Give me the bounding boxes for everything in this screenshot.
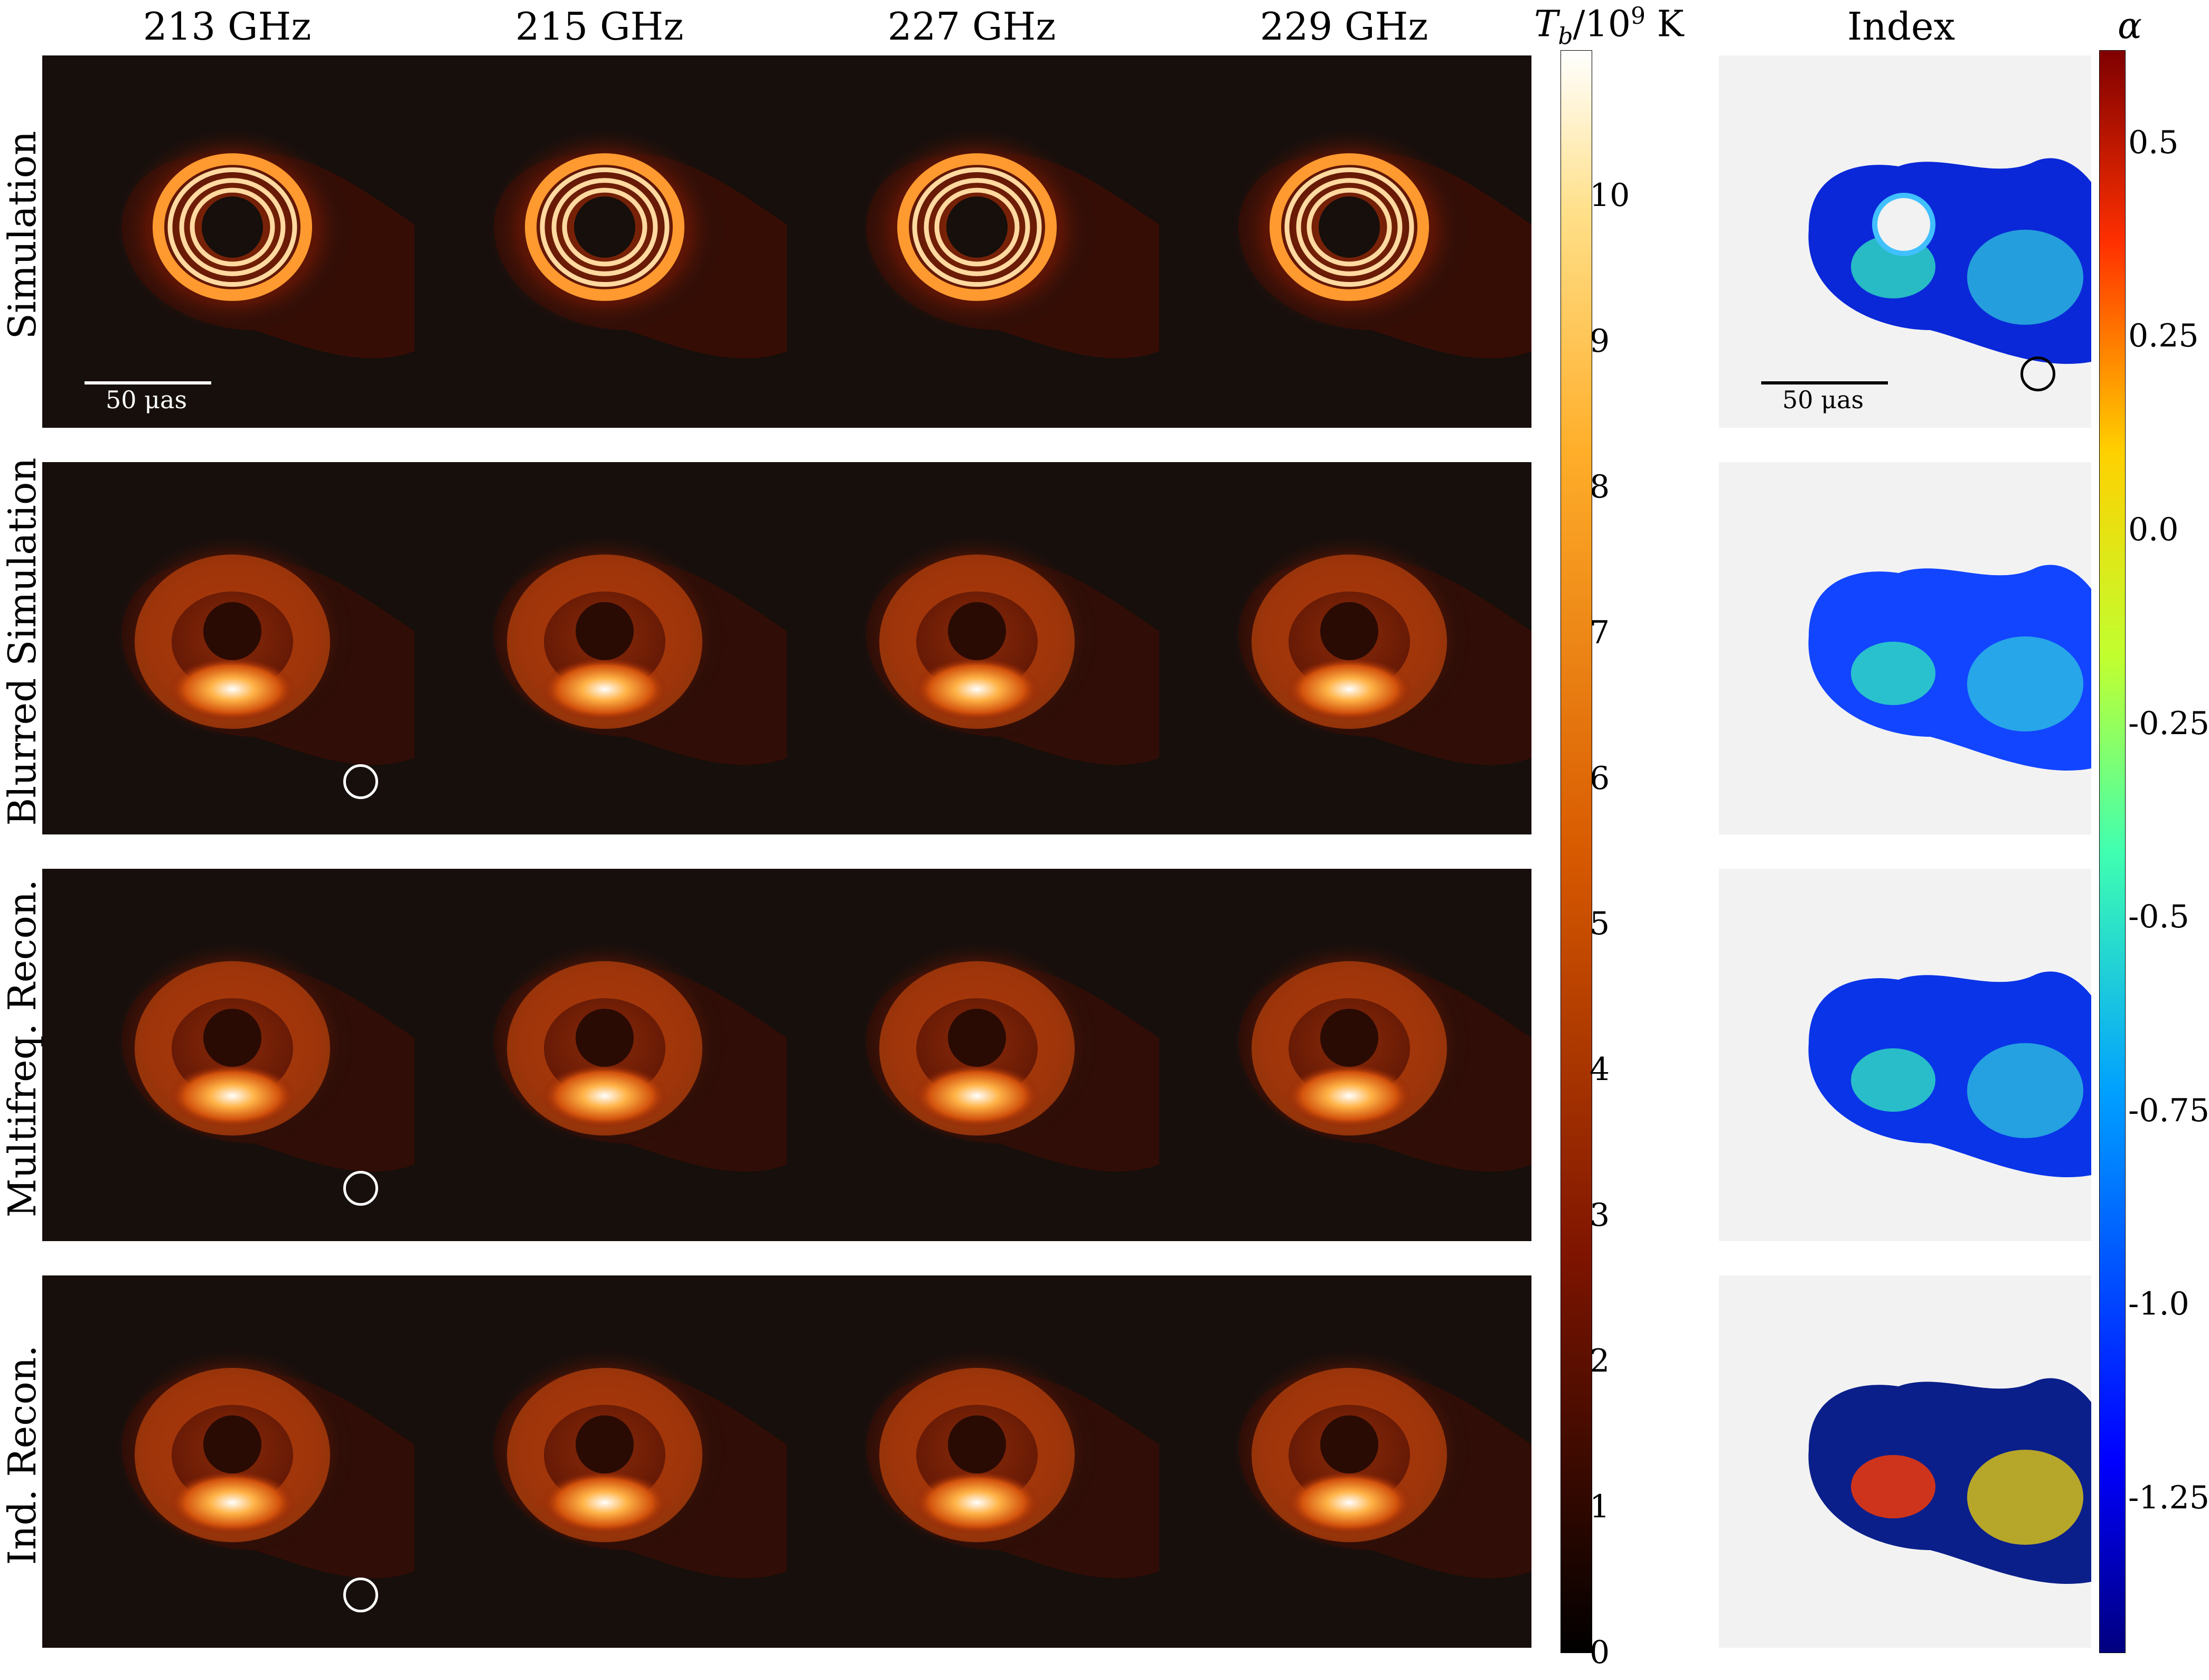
beam-circle [343,1578,378,1612]
image-panel-r4-c2 [483,1344,787,1579]
index-panel-r2 [1719,462,2091,834]
alpha-tick: -0.25 [2128,705,2209,742]
alpha-colorbar-title: α [2118,5,2142,47]
image-panel-r2-c2 [483,531,787,765]
alpha-tick: -1.0 [2128,1285,2189,1323]
image-panel-r4-c1 [111,1344,415,1579]
tb-tick: 9 [1590,322,1610,360]
image-panel-r2-c1 [111,531,415,765]
scalebar-index [1761,381,1888,384]
index-panel-r1 [1719,55,2091,428]
image-panel-r4-c3 [856,1344,1159,1579]
tb-tick: 7 [1590,614,1610,651]
alpha-tick: 0.25 [2128,317,2199,355]
image-panel-r3-c2 [483,937,787,1172]
header-index: Index [1847,4,1956,49]
row-label-blurred-simulation: Blurred Simulation [0,457,44,826]
tb-tick: 5 [1590,905,1610,943]
row-label-multifreq-recon: Multifreq. Recon. [0,879,44,1218]
tb-tick: 2 [1590,1343,1610,1380]
image-panel-r1-c4 [1228,124,1531,359]
alpha-tick: -0.75 [2128,1092,2209,1129]
image-panel-r1-c2 [483,124,787,359]
image-panel-r3-c1 [111,937,415,1172]
beam-circle [343,1171,378,1206]
row-label-ind-recon: Ind. Recon. [0,1345,44,1565]
image-panel-r4-c4 [1228,1344,1531,1579]
tb-tick: 10 [1590,176,1630,214]
image-panel-r2-c3 [856,531,1159,765]
alpha-tick: -1.25 [2128,1479,2209,1516]
alpha-colorbar [2099,50,2126,1653]
tb-tick: 4 [1590,1051,1610,1088]
scalebar-image-label: 50 μas [106,386,187,414]
scalebar-image [84,381,211,384]
image-panel-r1-c3 [856,124,1159,359]
header-227ghz: 227 GHz [887,4,1056,49]
beam-circle-index [2020,356,2055,391]
header-229ghz: 229 GHz [1259,4,1428,49]
image-panel-r3-c4 [1228,937,1531,1172]
image-panel-r3-c3 [856,937,1159,1172]
image-panel-r1-c1 [111,124,415,359]
tb-tick: 1 [1590,1488,1610,1526]
tb-tick: 8 [1590,468,1610,505]
beam-circle [343,764,378,799]
alpha-tick: 0.5 [2128,124,2179,161]
scalebar-index-label: 50 μas [1782,386,1864,414]
tb-tick: 3 [1590,1197,1610,1234]
tb-tick: 0 [1590,1634,1610,1671]
alpha-tick: 0.0 [2128,511,2179,549]
tb-colorbar-title: Tb/109 K [1534,3,1684,50]
header-213ghz: 213 GHz [143,4,312,49]
tb-tick: 6 [1590,759,1610,797]
tb-colorbar [1561,50,1592,1653]
index-panel-r3 [1719,869,2091,1241]
header-215ghz: 215 GHz [515,4,684,49]
index-panel-r4 [1719,1275,2091,1648]
image-panel-r2-c4 [1228,531,1531,765]
row-label-simulation: Simulation [0,130,44,340]
alpha-tick: -0.5 [2128,898,2189,936]
